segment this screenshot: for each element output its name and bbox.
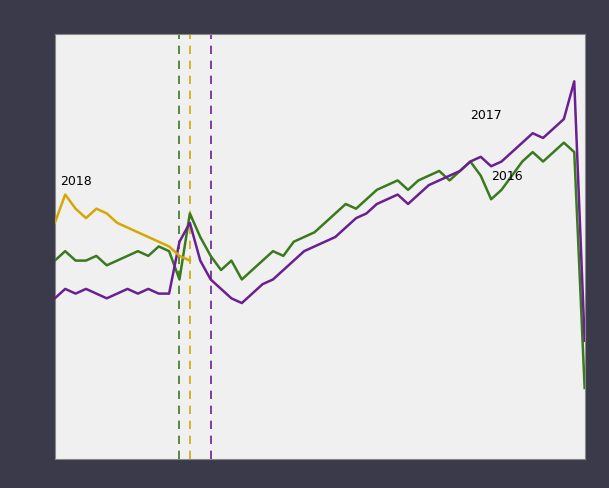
Text: 2016: 2016 bbox=[491, 170, 523, 183]
Text: 2018: 2018 bbox=[60, 175, 92, 188]
Text: 2017: 2017 bbox=[470, 109, 502, 122]
